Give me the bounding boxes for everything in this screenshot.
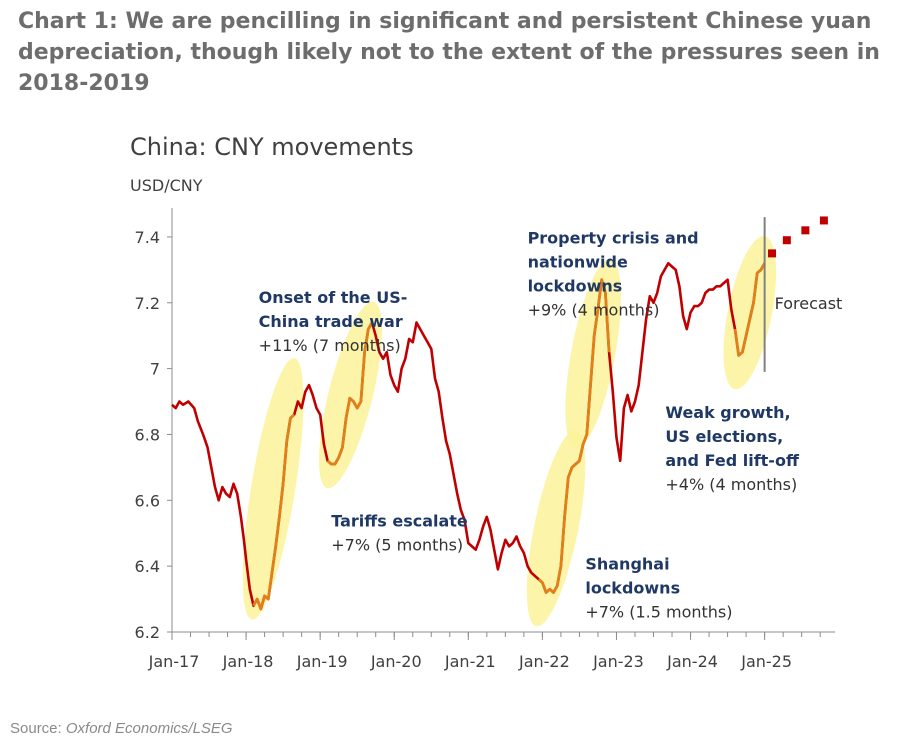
- forecast-marker-2: [782, 236, 791, 245]
- annotation-1: Onset of the US- China trade war +11% (7 m…: [259, 288, 408, 355]
- y-tick-label: 6.4: [135, 557, 160, 576]
- forecast-group: Forecast: [763, 216, 843, 372]
- annotation-title-line: Onset of the US-: [259, 288, 408, 307]
- y-tick-label: 7: [150, 360, 160, 379]
- highlight-ellipse-1: [242, 358, 304, 620]
- annotation-title-line: China trade war: [259, 312, 403, 331]
- y-tick-label: 7.4: [135, 228, 160, 247]
- annotation-title-line: lockdowns: [585, 578, 680, 597]
- x-tick-label: Jan-24: [666, 652, 718, 671]
- cny-chart: China: CNY movements USD/CNY 6.26.46.66.…: [130, 133, 843, 671]
- highlight-ellipse-3: [526, 430, 586, 627]
- chart-title: China: CNY movements: [130, 133, 414, 161]
- x-tick-label: Jan-18: [222, 652, 274, 671]
- forecast-label: Forecast: [775, 294, 843, 313]
- x-tick-label: Jan-17: [148, 652, 200, 671]
- annotation-title-line: Shanghai: [585, 554, 669, 573]
- series-lines: [171, 262, 766, 611]
- x-tick-label: Jan-22: [518, 652, 570, 671]
- forecast-marker-1: [768, 249, 777, 258]
- annotation-detail: +7% (5 months): [331, 536, 463, 555]
- cny-line-highlight-4: [574, 278, 611, 466]
- forecast-marker-3: [801, 226, 810, 235]
- x-tick-label: Jan-23: [592, 652, 644, 671]
- x-tick-label: Jan-25: [740, 652, 792, 671]
- annotation-2: Tariffs escalate +7% (5 months): [331, 512, 468, 555]
- source-text: Oxford Economics/LSEG: [65, 720, 233, 737]
- annotations: Onset of the US- China trade war +11% (7 m…: [259, 229, 800, 622]
- y-axis-label: USD/CNY: [130, 176, 203, 195]
- annotation-4: Shanghai lockdowns +7% (1.5 months): [585, 554, 732, 621]
- annotation-3: Property crisis and nationwide lockdowns +9…: [528, 229, 699, 320]
- cny-line-highlight-3: [537, 463, 577, 594]
- chart-heading: Chart 1: We are pencilling in significan…: [18, 9, 880, 96]
- cny-line-highlight-5: [733, 262, 766, 357]
- forecast-marker-4: [819, 216, 828, 225]
- annotation-title-line: US elections,: [665, 427, 783, 446]
- cny-line-highlight-2: [326, 321, 374, 466]
- x-tick-label: Jan-19: [296, 652, 348, 671]
- chart-area: China: CNY movements USD/CNY 6.2 6.4 6.6 6.…: [0, 118, 910, 698]
- annotation-title-line: Weak growth,: [665, 403, 790, 422]
- source-label: Source:: [10, 720, 62, 737]
- annotation-title-line: Property crisis and: [528, 229, 699, 248]
- annotation-title-line: lockdowns: [528, 277, 623, 296]
- annotation-detail: +11% (7 months): [259, 336, 401, 355]
- x-tick-label: Jan-20: [370, 652, 422, 671]
- annotation-title-line: Tariffs escalate: [331, 512, 468, 531]
- source-note: Source: Oxford Economics/LSEG: [10, 720, 233, 737]
- annotation-detail: +7% (1.5 months): [585, 602, 732, 621]
- annotation-detail: +9% (4 months): [528, 301, 660, 320]
- cny-line-highlight-1: [252, 413, 296, 611]
- y-tick-label: 6.8: [135, 425, 160, 444]
- axes: 6.2 6.4 6.6 6.8 7 7.2 7.4 Jan-17 Jan-18 Jan-19 Jan…: [135, 208, 835, 671]
- annotation-title-line: and Fed lift-off: [665, 451, 800, 470]
- y-tick-label: 6.2: [135, 623, 160, 642]
- annotation-title-line: nationwide: [528, 253, 628, 272]
- annotation-5: Weak growth, US elections, and Fed lift-of…: [665, 403, 800, 494]
- annotation-detail: +4% (4 months): [665, 475, 797, 494]
- y-tick-label: 6.6: [135, 491, 160, 510]
- y-tick-label: 7.2: [135, 294, 160, 313]
- x-tick-label: Jan-21: [444, 652, 496, 671]
